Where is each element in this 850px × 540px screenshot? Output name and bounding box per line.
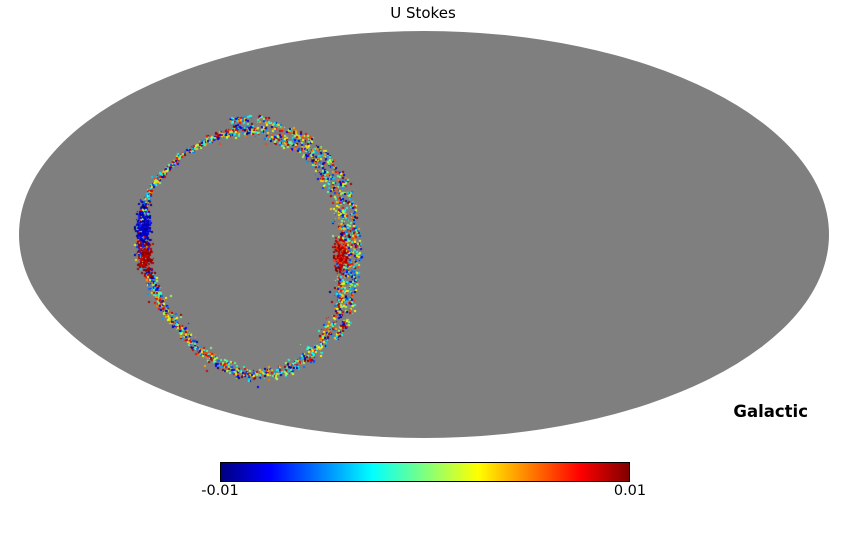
- plot-title: U Stokes: [390, 4, 456, 22]
- coordinate-system-label: Galactic: [733, 402, 808, 421]
- colorbar-max-label: 0.01: [613, 483, 647, 499]
- colorbar-min-label: -0.01: [201, 483, 239, 499]
- colorbar: [220, 462, 630, 482]
